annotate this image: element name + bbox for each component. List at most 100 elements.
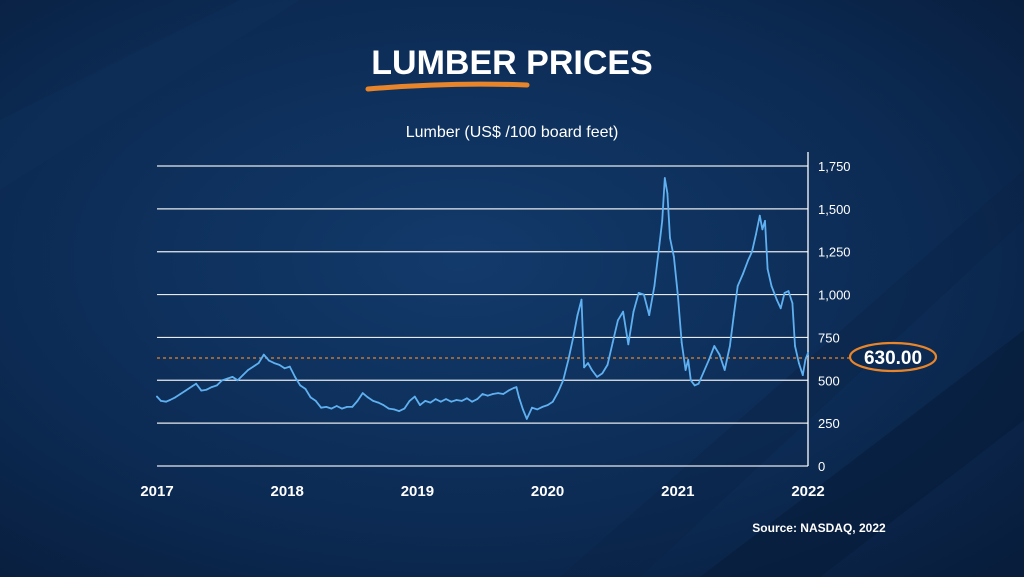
data-point	[486, 394, 489, 397]
x-tick-label: 2022	[791, 483, 824, 500]
data-point	[525, 418, 528, 420]
y-tick-label: 250	[818, 416, 840, 431]
y-tick-label: 1,750	[818, 159, 851, 174]
data-point	[299, 384, 302, 387]
data-point	[751, 250, 753, 253]
data-point	[252, 365, 255, 368]
data-point	[231, 376, 234, 378]
data-point	[507, 389, 510, 392]
data-point	[622, 310, 624, 313]
data-point	[663, 177, 666, 179]
y-tick-label: 500	[818, 373, 840, 388]
data-point	[801, 374, 804, 376]
y-tick-label: 1,250	[818, 245, 851, 260]
data-point	[325, 406, 328, 408]
data-point	[450, 400, 453, 403]
data-point	[424, 400, 427, 402]
data-point	[216, 384, 218, 387]
data-point	[356, 400, 359, 402]
data-point	[221, 379, 224, 382]
data-point	[408, 400, 411, 402]
data-point	[587, 362, 589, 364]
data-point	[807, 352, 809, 354]
data-point	[794, 345, 796, 347]
data-point	[351, 406, 354, 408]
series-group	[156, 177, 809, 420]
data-point	[179, 393, 182, 395]
data-point	[160, 400, 162, 402]
data-point	[673, 256, 675, 258]
data-point	[567, 358, 570, 361]
data-point	[755, 233, 757, 236]
data-point	[804, 358, 807, 361]
data-point	[156, 395, 158, 398]
data-point	[747, 259, 749, 262]
data-point	[314, 400, 317, 402]
data-point	[294, 376, 296, 378]
x-tick-label: 2017	[140, 483, 173, 500]
data-point	[429, 401, 432, 404]
y-tick-label: 1,500	[818, 202, 851, 217]
data-point	[377, 401, 380, 404]
data-point	[278, 364, 281, 366]
data-point	[481, 393, 484, 395]
source-note: Source: NASDAQ, 2022	[752, 521, 886, 535]
data-point	[288, 365, 291, 368]
x-tick-label: 2021	[661, 483, 694, 500]
price-callout-label: 630.00	[864, 348, 922, 369]
data-point	[557, 391, 559, 394]
title-underline	[365, 81, 530, 92]
data-point	[798, 362, 800, 364]
data-point	[736, 285, 739, 287]
data-point	[497, 392, 499, 394]
data-point	[572, 334, 575, 337]
y-tick-label: 750	[818, 330, 840, 345]
data-point	[583, 366, 585, 369]
x-tick-labels: 2017 2018 2019 2020 2021 2022	[140, 483, 824, 500]
data-point	[262, 353, 265, 356]
data-point	[460, 400, 463, 402]
data-point	[531, 406, 533, 409]
data-point	[512, 387, 515, 389]
data-point	[632, 310, 635, 313]
data-point	[502, 393, 505, 395]
data-point	[669, 237, 671, 239]
data-point	[205, 388, 208, 391]
x-tick-label: 2019	[401, 483, 434, 500]
data-point	[541, 406, 544, 408]
data-point	[591, 369, 593, 371]
data-point	[653, 285, 656, 287]
data-point	[309, 396, 312, 399]
y-tick-labels: 1,750 1,500 1,250 1,000 750 500 250 0	[818, 159, 851, 474]
data-point	[361, 392, 364, 394]
data-point	[257, 362, 260, 364]
data-point	[304, 388, 307, 390]
data-point	[455, 399, 458, 401]
x-tick-label: 2020	[531, 483, 564, 500]
x-tick-label: 2018	[271, 483, 304, 500]
data-point	[606, 364, 609, 366]
data-point	[718, 353, 721, 356]
data-point	[702, 370, 705, 373]
data-point	[791, 302, 794, 304]
data-point	[693, 384, 696, 387]
data-point	[666, 192, 669, 195]
background-streak	[560, 170, 1024, 577]
data-point	[562, 379, 565, 382]
data-point	[764, 220, 766, 222]
price-callout: 630.00	[848, 341, 938, 373]
data-point	[770, 285, 773, 287]
data-point	[697, 382, 700, 385]
data-point	[382, 404, 385, 406]
data-point	[210, 386, 213, 388]
data-point	[466, 397, 468, 400]
data-point	[627, 343, 630, 346]
data-point	[522, 408, 524, 411]
price-callout-ring	[848, 341, 938, 373]
data-point	[273, 362, 276, 364]
data-point	[661, 220, 664, 222]
data-point	[476, 398, 479, 400]
data-point	[200, 389, 203, 392]
